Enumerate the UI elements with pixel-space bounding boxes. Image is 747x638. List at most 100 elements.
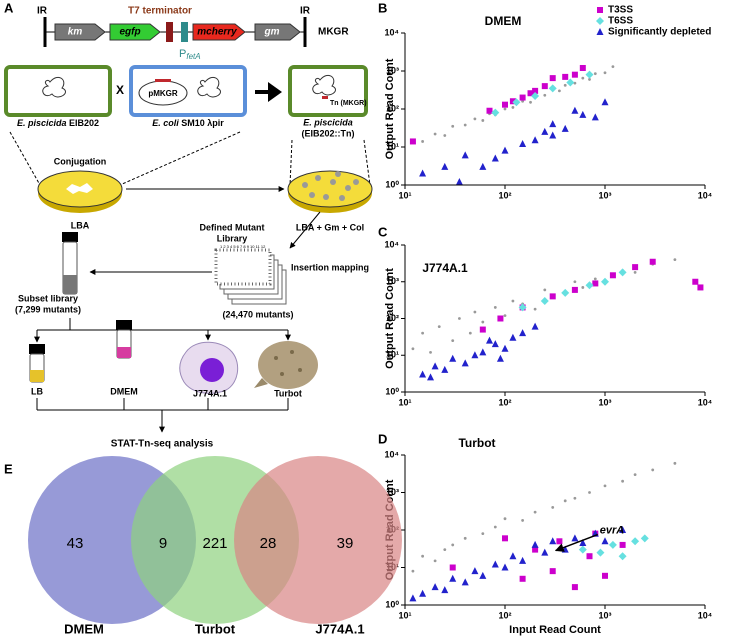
- point: [571, 584, 578, 591]
- point: [571, 534, 579, 542]
- point: [491, 108, 500, 117]
- y-tick-label: 10³: [386, 276, 399, 286]
- point: [501, 563, 509, 571]
- point: [502, 101, 508, 108]
- point: [608, 540, 617, 549]
- point: [631, 537, 640, 546]
- point: [609, 272, 616, 279]
- point: [463, 123, 467, 127]
- point: [673, 258, 677, 262]
- x-axis-label: Input Read Count: [509, 624, 601, 636]
- point: [651, 468, 655, 472]
- point: [449, 574, 457, 582]
- chart-title: J774A.1: [422, 261, 468, 275]
- point: [573, 280, 577, 284]
- point: [549, 120, 557, 128]
- point: [419, 589, 427, 597]
- point: [451, 339, 455, 343]
- point: [479, 162, 487, 170]
- point: [531, 322, 539, 330]
- strains: pMKGR X Tn (MKGR) E. piscicida EIB202 E.…: [4, 65, 368, 138]
- x-tick-label: 10⁴: [698, 610, 712, 620]
- point: [541, 548, 549, 556]
- venn-count: 39: [337, 535, 354, 552]
- species: E. piscicida: [303, 117, 353, 127]
- point: [511, 299, 515, 303]
- point: [581, 286, 585, 289]
- point: [532, 546, 539, 553]
- y-tick-label: 10³: [386, 65, 399, 75]
- condition-label: DMEM: [110, 386, 138, 396]
- legend-label: T3SS: [608, 5, 633, 16]
- x-tick-label: 10¹: [398, 610, 411, 620]
- y-tick-label: 10²: [386, 103, 399, 113]
- point: [411, 347, 415, 351]
- ir-label: IR: [300, 6, 311, 17]
- y-tick-label: 10¹: [386, 141, 399, 151]
- point: [463, 536, 467, 540]
- point: [585, 281, 594, 290]
- y-tick-label: 10⁴: [385, 239, 399, 249]
- point: [578, 545, 587, 554]
- point: [479, 348, 487, 356]
- point: [431, 362, 439, 370]
- x-tick-label: 10³: [598, 190, 611, 200]
- point: [443, 134, 447, 137]
- point: [531, 91, 540, 100]
- point: [471, 567, 479, 575]
- point: [519, 575, 526, 582]
- point: [421, 331, 425, 335]
- point: [531, 136, 539, 144]
- plates: Conjugation LBA LBA + Gm + Col: [9, 131, 373, 232]
- point: [579, 539, 587, 547]
- subset-label: Subset library: [18, 293, 78, 303]
- point: [419, 169, 427, 177]
- point: [409, 138, 416, 145]
- point: [543, 288, 547, 292]
- point: [549, 293, 556, 300]
- y-tick-label: 10²: [386, 313, 399, 323]
- annotation-arrow: [554, 533, 598, 552]
- legend-label: T6SS: [608, 16, 633, 27]
- point: [640, 534, 649, 543]
- point: [543, 93, 547, 97]
- point: [451, 124, 455, 128]
- point: [486, 107, 493, 114]
- point: [509, 552, 517, 560]
- condition-label: Turbot: [274, 388, 302, 398]
- venn-count: 221: [202, 535, 227, 552]
- point: [421, 140, 425, 143]
- y-axis-label: Output Read Count: [384, 58, 396, 159]
- point: [509, 98, 516, 105]
- y-tick-label: 10⁰: [385, 386, 399, 396]
- point: [491, 340, 499, 348]
- gene-label: egfp: [119, 27, 140, 38]
- x-tick-label: 10³: [598, 397, 611, 407]
- construct: IR IR km egfp T7 terminator mcherry gm M…: [37, 6, 349, 61]
- x-tick-label: 10²: [498, 397, 511, 407]
- point: [441, 365, 449, 373]
- venn-count: 9: [159, 535, 167, 552]
- point: [592, 280, 599, 287]
- y-tick-label: 10¹: [386, 350, 399, 360]
- panel-label: A: [4, 0, 14, 15]
- point: [479, 326, 486, 333]
- point: [548, 84, 557, 93]
- point: [421, 554, 425, 558]
- point: [618, 552, 627, 561]
- point: [618, 268, 627, 277]
- plate-label: LBA: [71, 220, 90, 230]
- point: [411, 569, 415, 573]
- point: [588, 491, 591, 494]
- point: [481, 532, 485, 536]
- point: [619, 541, 626, 548]
- point: [461, 359, 469, 367]
- y-tick-label: 10⁰: [385, 599, 399, 609]
- venn-set-label: Turbot: [195, 621, 236, 636]
- venn-set-label: DMEM: [64, 621, 104, 636]
- y-tick-label: 10⁴: [385, 449, 399, 459]
- point: [556, 538, 563, 545]
- subset-label: (7,299 mutants): [15, 304, 81, 314]
- point: [601, 98, 609, 106]
- point: [511, 106, 515, 109]
